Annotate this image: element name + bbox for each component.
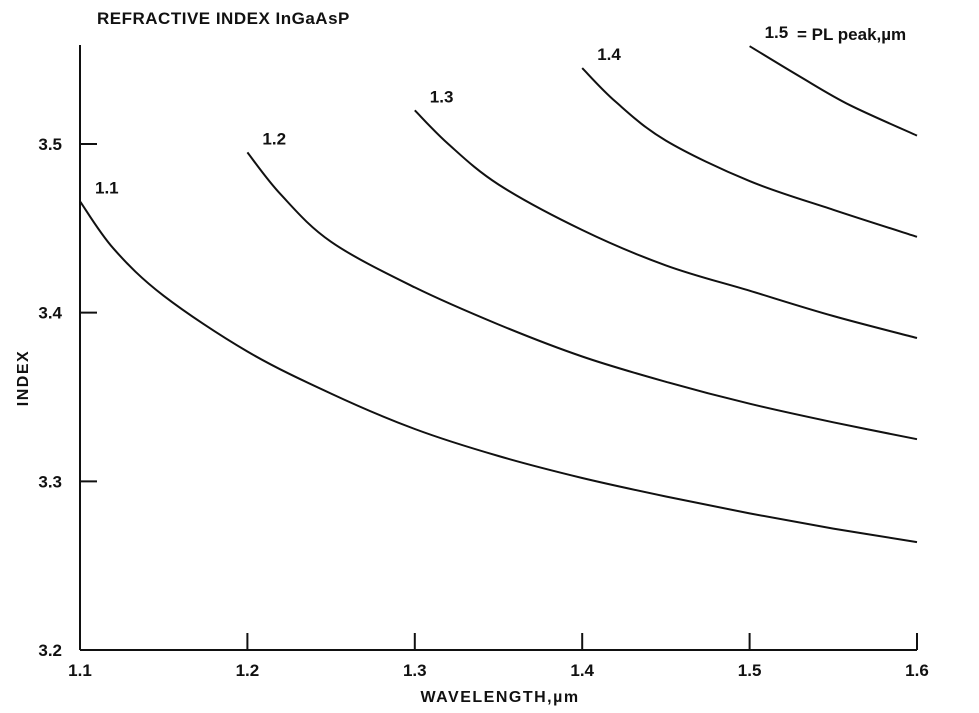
y-tick-label: 3.5: [38, 135, 62, 154]
x-tick-label: 1.1: [68, 661, 92, 680]
x-axis-label: WAVELENGTH,µm: [420, 689, 579, 706]
curve-labels: 1.1 1.2 1.3 1.4 1.5: [95, 23, 788, 197]
series-label-1-4: 1.4: [597, 45, 621, 64]
series-label-1-1: 1.1: [95, 178, 119, 197]
curves: [79, 45, 918, 544]
series-line-1-1: [79, 200, 918, 544]
y-ticks: 3.2 3.3 3.4 3.5: [38, 135, 97, 660]
y-tick-label: 3.3: [38, 472, 62, 491]
x-tick-label: 1.4: [570, 661, 594, 680]
y-axis-label: INDEX: [15, 350, 32, 406]
series-line-1-5: [749, 45, 918, 137]
chart-title: REFRACTIVE INDEX InGaAsP: [97, 9, 350, 28]
y-tick-label: 3.4: [38, 304, 62, 323]
x-tick-label: 1.3: [403, 661, 427, 680]
series-line-1-3: [414, 109, 918, 339]
series-line-1-4: [581, 67, 918, 238]
series-label-1-5: 1.5: [765, 23, 789, 42]
series-line-1-2: [246, 151, 918, 441]
pl-peak-legend: = PL peak,µm: [797, 25, 906, 44]
series-label-1-2: 1.2: [262, 129, 286, 148]
x-tick-label: 1.6: [905, 661, 929, 680]
x-tick-label: 1.2: [236, 661, 260, 680]
series-label-1-3: 1.3: [430, 87, 454, 106]
x-ticks: 1.1 1.2 1.3 1.4 1.5 1.6: [68, 633, 929, 680]
y-tick-label: 3.2: [38, 641, 62, 660]
x-tick-label: 1.5: [738, 661, 762, 680]
